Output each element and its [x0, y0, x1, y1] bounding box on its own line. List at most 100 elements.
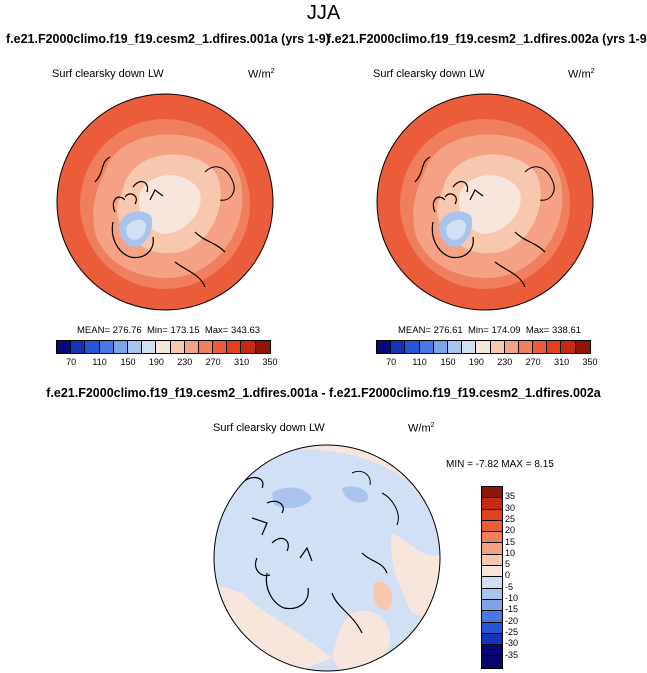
panel2-units: W/m2 [568, 68, 595, 81]
colorbar-tick-label: 110 [412, 357, 427, 367]
panel2-field-core [458, 175, 521, 234]
colorbar-tick-label: -30 [505, 638, 519, 649]
colorbar-swatch [142, 341, 157, 353]
colorbar-swatch [482, 588, 502, 600]
colorbar-swatch [482, 543, 502, 555]
colorbar-swatch [433, 341, 448, 353]
panel1-units: W/m2 [248, 68, 275, 81]
colorbar-swatch [518, 341, 534, 353]
colorbar-tick-label: -20 [505, 615, 519, 626]
diff-map [213, 444, 441, 672]
panel1-stats: MEAN= 276.76 Min= 173.15 Max= 343.63 [77, 325, 261, 336]
colorbar-swatch [482, 599, 502, 612]
colorbar-tick-label: 35 [505, 491, 516, 502]
diff-colorbar [481, 486, 503, 669]
colorbar-swatch [419, 341, 434, 353]
colorbar-swatch [57, 341, 72, 353]
colorbar-swatch [482, 509, 502, 521]
colorbar-swatch [482, 532, 502, 544]
colorbar-swatch [547, 341, 562, 353]
colorbar-tick-label: -35 [505, 649, 519, 660]
colorbar-swatch [71, 341, 86, 353]
panel1-colorbar [56, 340, 271, 354]
colorbar-tick-label: 310 [234, 357, 250, 367]
colorbar-swatch [482, 577, 502, 589]
colorbar-swatch [482, 633, 502, 646]
colorbar-swatch [184, 341, 199, 353]
colorbar-tick-label: 230 [497, 357, 513, 367]
colorbar-swatch [85, 341, 100, 353]
colorbar-swatch [213, 341, 228, 353]
colorbar-tick-label: -25 [505, 626, 519, 637]
colorbar-tick-label: 0 [505, 570, 511, 581]
colorbar-tick-label: 350 [582, 357, 598, 367]
colorbar-swatch [482, 498, 502, 510]
diff-variable-label: Surf clearsky down LW [213, 422, 325, 434]
diff-negative-north [272, 487, 312, 509]
colorbar-swatch [391, 341, 406, 353]
colorbar-swatch [113, 341, 128, 353]
panel2-case-title: f.e21.F2000climo.f19_f19.cesm2_1.dfires.… [327, 32, 647, 46]
colorbar-swatch [99, 341, 114, 353]
diff-minmax: MIN = -7.82 MAX = 8.15 [446, 459, 554, 470]
colorbar-tick-label: -10 [505, 593, 519, 603]
colorbar-tick-label: 270 [205, 357, 221, 367]
colorbar-swatch [241, 341, 256, 353]
colorbar-swatch [127, 341, 143, 353]
colorbar-tick-label: 15 [505, 536, 516, 547]
colorbar-swatch [575, 341, 590, 353]
colorbar-tick-label: 350 [262, 357, 278, 367]
colorbar-swatch [482, 645, 502, 657]
colorbar-tick-label: 190 [148, 357, 164, 367]
colorbar-swatch [156, 341, 171, 353]
colorbar-tick-label: 190 [468, 357, 484, 367]
colorbar-swatch [482, 566, 502, 578]
diff-negative-east [342, 486, 368, 503]
figure-title: JJA [306, 2, 341, 24]
colorbar-tick-label: 150 [440, 357, 456, 367]
panel2-variable-label: Surf clearsky down LW [373, 68, 485, 80]
colorbar-tick-label: 70 [66, 357, 77, 367]
colorbar-swatch [227, 341, 242, 353]
colorbar-tick-label: 70 [386, 357, 397, 367]
panel1-case-title: f.e21.F2000climo.f19_f19.cesm2_1.dfires.… [6, 32, 330, 46]
panel1-greenland-core [126, 219, 147, 240]
panel1-field-core [138, 175, 201, 234]
diff-positive-east [391, 533, 440, 623]
colorbar-tick-label: 10 [505, 547, 516, 558]
panel2-map [376, 93, 594, 311]
colorbar-swatch [377, 341, 392, 353]
diff-title: f.e21.F2000climo.f19_f19.cesm2_1.dfires.… [46, 386, 601, 400]
colorbar-tick-label: 270 [525, 357, 541, 367]
colorbar-swatch [533, 341, 548, 353]
colorbar-swatch [476, 341, 491, 353]
diff-units: W/m2 [408, 422, 435, 435]
panel2-colorbar [376, 340, 591, 354]
colorbar-swatch [482, 622, 502, 634]
panel1-map [56, 93, 274, 311]
colorbar-tick-label: -5 [505, 581, 514, 592]
panel2-greenland-core [446, 219, 467, 240]
colorbar-swatch [405, 341, 420, 353]
colorbar-tick-label: 310 [554, 357, 570, 367]
colorbar-tick-label: 20 [505, 525, 516, 536]
colorbar-tick-label: 30 [505, 502, 516, 513]
panel2-stats: MEAN= 276.61 Min= 174.09 Max= 338.61 [398, 325, 582, 336]
colorbar-swatch [490, 341, 505, 353]
colorbar-swatch [198, 341, 214, 353]
colorbar-swatch [482, 611, 502, 623]
colorbar-swatch [447, 341, 463, 353]
colorbar-swatch [482, 487, 502, 499]
colorbar-tick-label: 25 [505, 513, 516, 524]
colorbar-swatch [462, 341, 477, 353]
colorbar-swatch [482, 520, 502, 533]
colorbar-tick-label: 110 [92, 357, 107, 367]
colorbar-swatch [255, 341, 270, 353]
colorbar-swatch [170, 341, 185, 353]
diff-warm-patch [373, 582, 393, 611]
colorbar-swatch [561, 341, 576, 353]
colorbar-swatch [482, 554, 502, 567]
colorbar-tick-label: -15 [505, 604, 519, 615]
panel1-variable-label: Surf clearsky down LW [52, 68, 164, 80]
colorbar-tick-label: 5 [505, 559, 511, 570]
